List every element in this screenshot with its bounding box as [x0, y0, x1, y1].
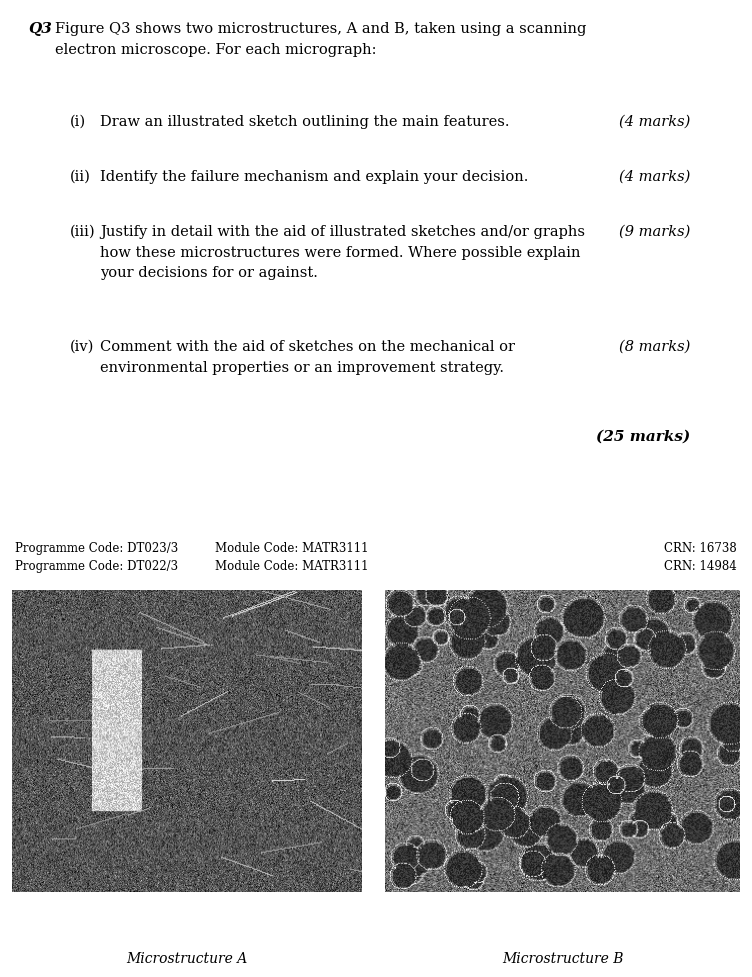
Text: Programme Code: DT022/3: Programme Code: DT022/3 — [15, 560, 178, 573]
Text: Q3: Q3 — [28, 22, 52, 36]
Text: SEM HV: 20.0 kV    WD: 25.17 mm: SEM HV: 20.0 kV WD: 25.17 mm — [392, 900, 535, 909]
Text: (iii): (iii) — [70, 225, 96, 239]
Text: Identify the failure mechanism and explain your decision.: Identify the failure mechanism and expla… — [100, 170, 529, 184]
Text: Microstructure A: Microstructure A — [126, 952, 247, 966]
Text: CRN: 16738: CRN: 16738 — [664, 542, 737, 555]
Text: (4 marks): (4 marks) — [619, 115, 690, 129]
Text: (i): (i) — [70, 115, 86, 129]
Text: VEGA3 TESCAN: VEGA3 TESCAN — [299, 900, 355, 909]
Text: Justify in detail with the aid of illustrated sketches and/or graphs
how these m: Justify in detail with the aid of illust… — [100, 225, 585, 280]
Text: Microstructure B: Microstructure B — [502, 952, 623, 966]
Text: VEGA3 TESCAN: VEGA3 TESCAN — [678, 900, 733, 909]
Text: (25 marks): (25 marks) — [596, 430, 690, 444]
Text: Figure Q3 shows two microstructures, A and B, taken using a scanning
electron mi: Figure Q3 shows two microstructures, A a… — [55, 22, 587, 57]
Text: SEM MAG: 5.00 kx    Det: SE    10 μm: SEM MAG: 5.00 kx Det: SE 10 μm — [392, 912, 559, 920]
Text: SEM HV: 20.0 kV    WD: 16.90 mm: SEM HV: 20.0 kV WD: 16.90 mm — [19, 900, 162, 909]
Text: SEM MAG: 1.50 kx    Det: SE    20 μm: SEM MAG: 1.50 kx Det: SE 20 μm — [19, 912, 186, 920]
Text: Draw an illustrated sketch outlining the main features.: Draw an illustrated sketch outlining the… — [100, 115, 510, 129]
Text: Module Code: MATR3111: Module Code: MATR3111 — [215, 542, 368, 555]
Text: Module Code: MATR3111: Module Code: MATR3111 — [215, 560, 368, 573]
Text: (iv): (iv) — [70, 340, 94, 354]
Text: (ii): (ii) — [70, 170, 91, 184]
Text: CRN: 14984: CRN: 14984 — [664, 560, 737, 573]
Text: Programme Code: DT023/3: Programme Code: DT023/3 — [15, 542, 178, 555]
Text: (8 marks): (8 marks) — [619, 340, 690, 354]
Text: (9 marks): (9 marks) — [619, 225, 690, 239]
Text: (4 marks): (4 marks) — [619, 170, 690, 184]
Text: Comment with the aid of sketches on the mechanical or
environmental properties o: Comment with the aid of sketches on the … — [100, 340, 515, 374]
